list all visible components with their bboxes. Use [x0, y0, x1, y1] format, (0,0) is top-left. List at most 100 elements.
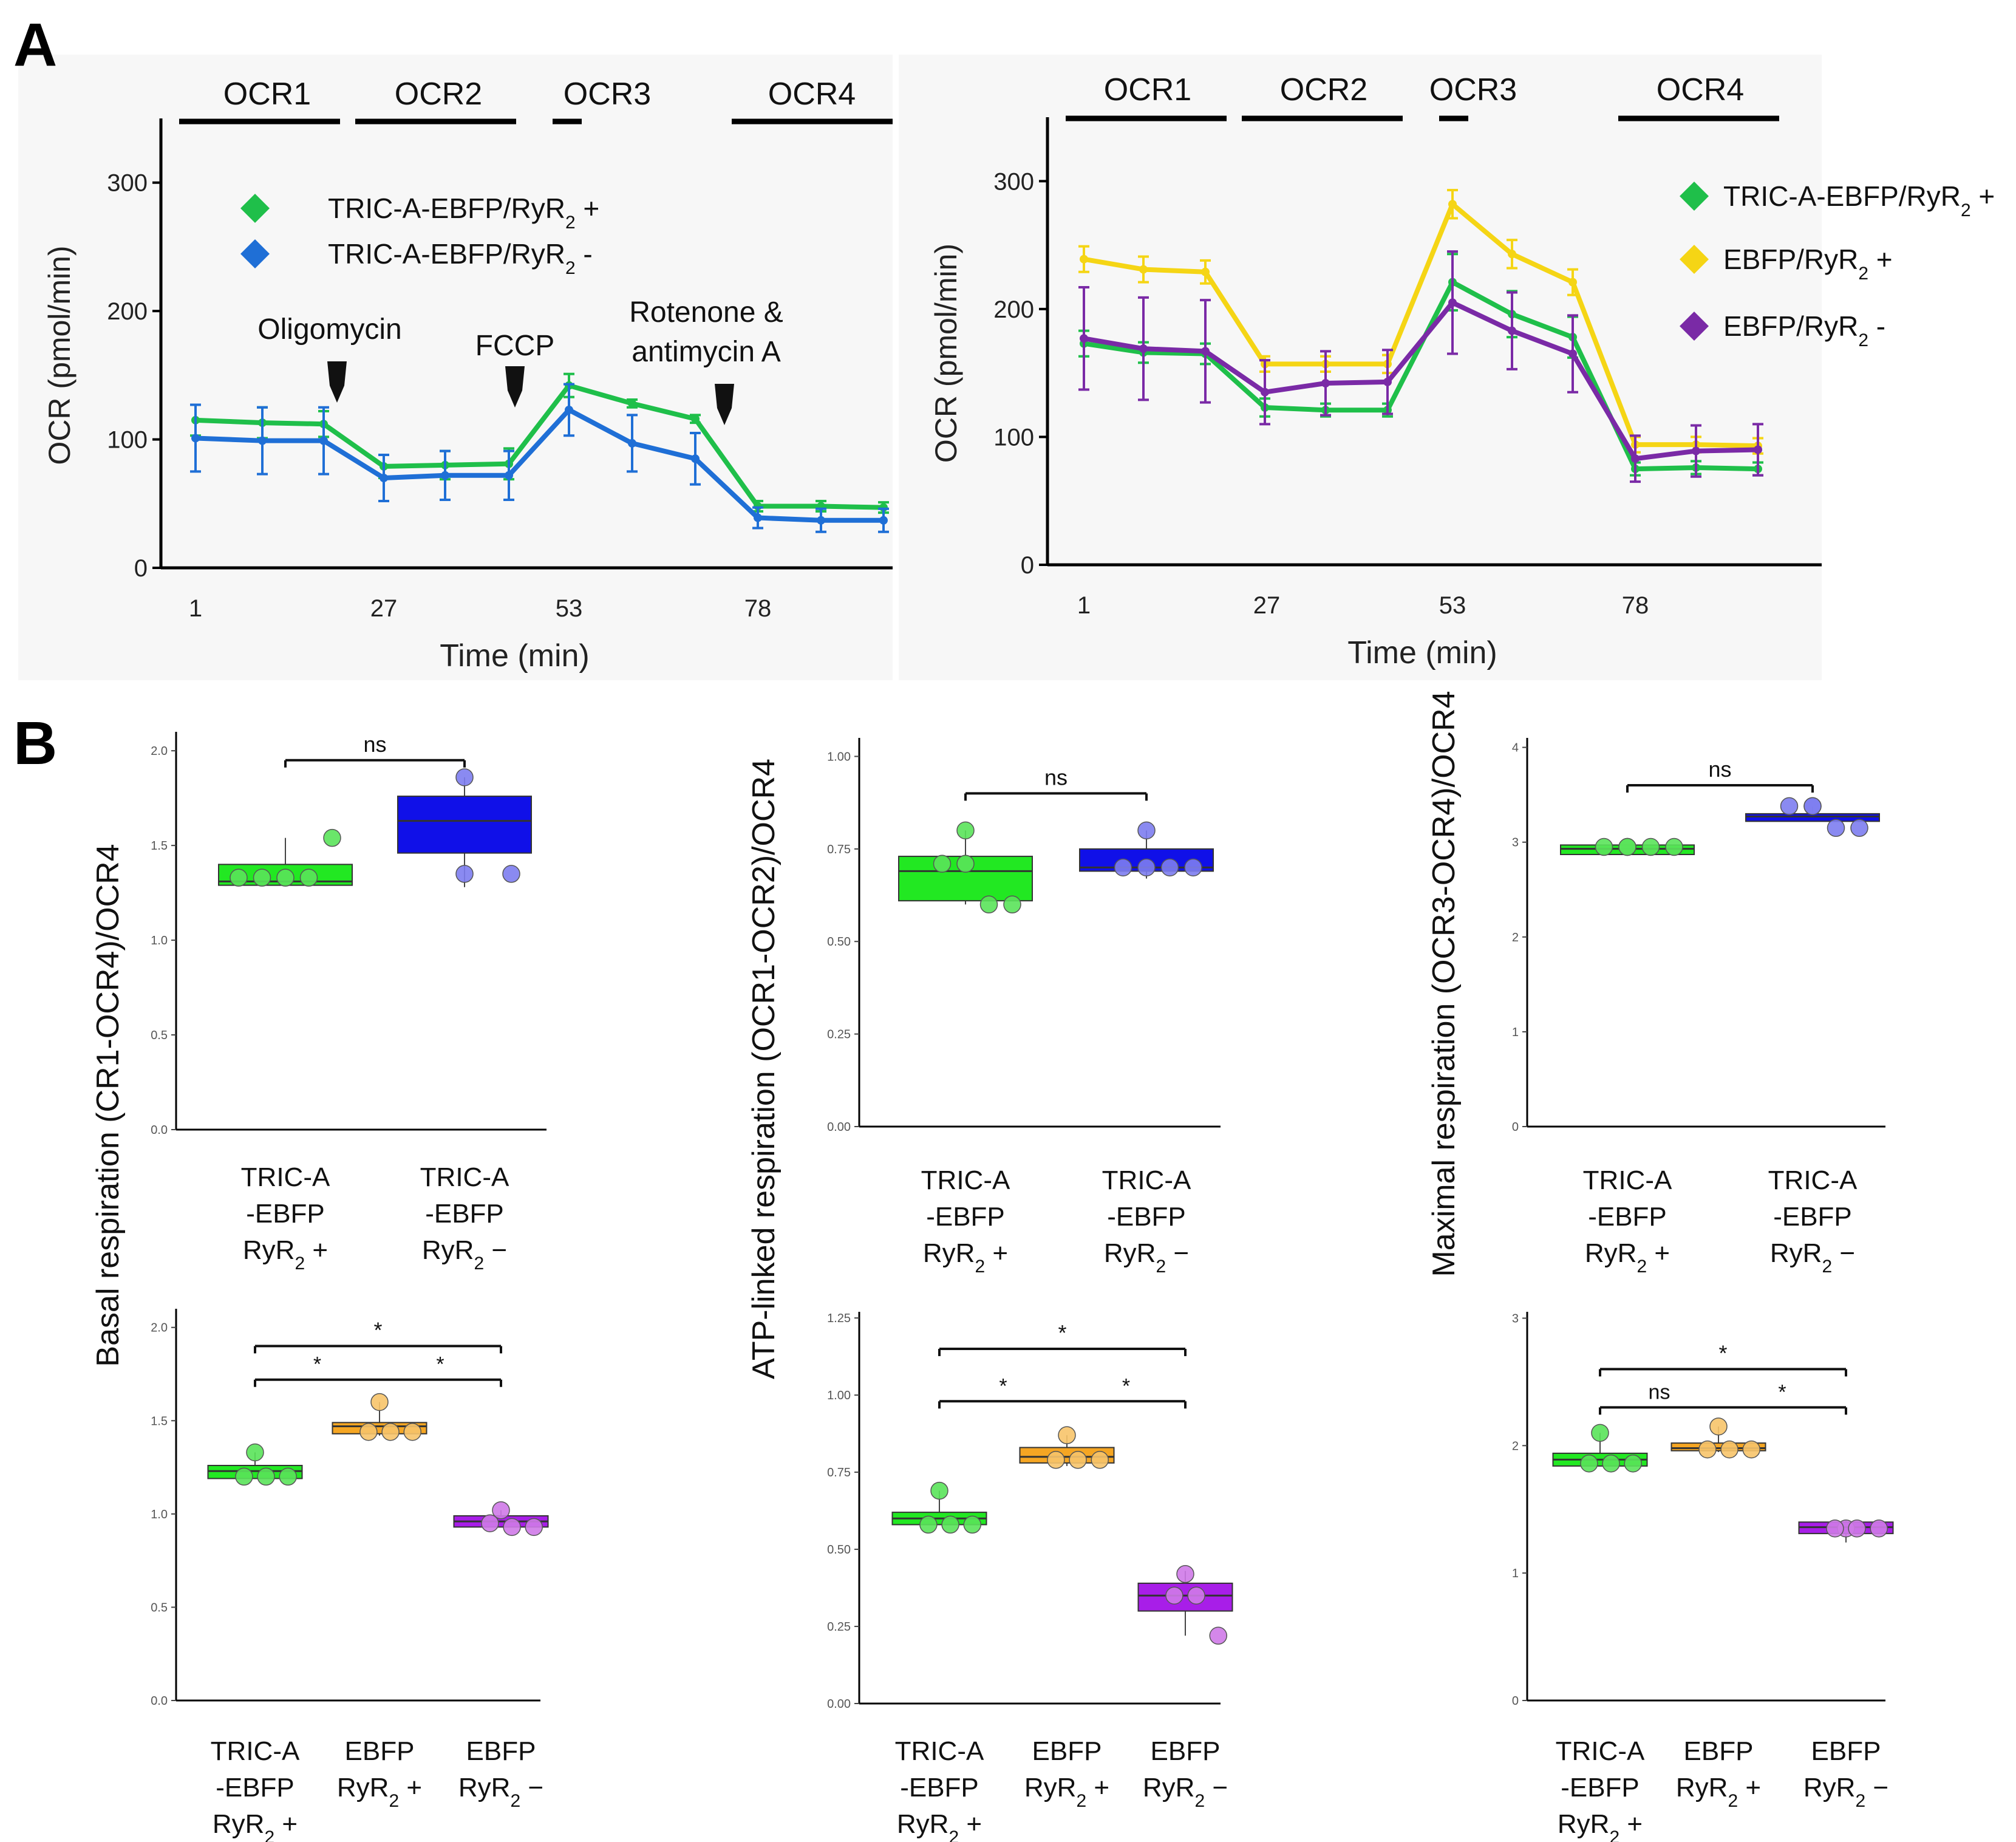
data-point — [1709, 1417, 1728, 1436]
data-point — [879, 516, 888, 525]
group-label-ryr: RyR — [897, 1809, 949, 1839]
data-point — [1754, 445, 1762, 454]
data-point — [691, 454, 700, 463]
x-tick-label: 27 — [1253, 592, 1281, 619]
group-label-line2: -EBFP — [1773, 1202, 1852, 1232]
group-label-ryr: RyR — [337, 1773, 389, 1803]
legend-swatch-diamond-icon — [240, 239, 270, 268]
group-label-ryr: RyR — [243, 1235, 295, 1265]
injection-label: antimycin A — [632, 336, 780, 368]
y-tick-label: 1.5 — [151, 1414, 168, 1428]
data-point — [1448, 200, 1457, 209]
data-point — [441, 471, 449, 480]
data-point — [1631, 454, 1640, 463]
group-label-line2: -EBFP — [216, 1773, 295, 1803]
y-tick-label: 2.0 — [151, 1322, 168, 1335]
group-label-line2: -EBFP — [1107, 1202, 1186, 1232]
data-point — [323, 828, 341, 847]
data-point — [1591, 1424, 1609, 1442]
data-point — [1641, 837, 1660, 856]
legend-subscript: 2 — [565, 213, 576, 233]
y-tick-label: 100 — [993, 424, 1034, 451]
group-label-sign: + — [399, 1773, 422, 1803]
data-point — [359, 1422, 378, 1441]
y-tick-label: 3 — [1512, 836, 1519, 850]
y-tick-label: 0.50 — [827, 935, 851, 949]
data-point — [279, 1467, 297, 1486]
group-label-ryr: RyR — [1104, 1238, 1156, 1268]
legend-sign: - — [1868, 310, 1885, 342]
phase-label: OCR2 — [1280, 72, 1367, 107]
y-axis-title: OCR (pmol/min) — [43, 245, 77, 465]
data-point — [1850, 819, 1868, 837]
data-point — [941, 1515, 959, 1534]
data-point — [235, 1467, 253, 1486]
phase-label: OCR1 — [223, 77, 311, 112]
data-point — [380, 474, 388, 482]
group-label-line1: EBFP — [1811, 1736, 1881, 1766]
data-point — [979, 895, 998, 914]
data-point — [1383, 377, 1392, 386]
group-label-sign: + — [305, 1235, 328, 1265]
group-label-subscript: 2 — [510, 1791, 520, 1811]
data-point — [246, 1443, 264, 1462]
data-point — [257, 1467, 275, 1486]
data-point — [1448, 298, 1457, 307]
y-tick-label: 1.5 — [151, 839, 168, 853]
injection-arrow-icon — [327, 361, 347, 403]
group-label-line2: -EBFP — [1561, 1773, 1640, 1803]
data-point — [1698, 1440, 1717, 1459]
y-axis-title: OCR (pmol/min) — [929, 244, 963, 463]
y-tick-label: 0.75 — [827, 843, 851, 856]
panel-a-left-background — [18, 55, 893, 680]
group-label-subscript: 2 — [264, 1827, 274, 1842]
phase-label: OCR4 — [768, 77, 856, 112]
group-label-ryr: RyR — [1676, 1773, 1728, 1803]
data-point — [963, 1515, 981, 1534]
group-label-subscript: 2 — [295, 1254, 305, 1274]
group-label-sign: + — [1738, 1773, 1761, 1803]
data-point — [230, 868, 248, 887]
significance-label: * — [313, 1353, 321, 1376]
group-label-ryr: RyR — [1024, 1773, 1077, 1803]
group-label-line3: RyR2 − — [458, 1773, 543, 1811]
group-label-line2: -EBFP — [900, 1773, 979, 1803]
data-point — [299, 868, 318, 887]
data-point — [253, 868, 271, 887]
y-tick-label: 0.5 — [151, 1601, 168, 1614]
group-label-sign: − — [1865, 1773, 1888, 1803]
panel-a-right-background — [899, 55, 1822, 680]
legend-label-text: EBFP/RyR — [1723, 244, 1858, 275]
legend-subscript: 2 — [1961, 200, 1971, 220]
series-line — [383, 384, 571, 469]
significance-label: * — [436, 1353, 444, 1376]
data-point — [1321, 378, 1330, 387]
data-point — [754, 513, 762, 522]
data-point — [1508, 250, 1516, 259]
y-tick-label: 2 — [1512, 1439, 1519, 1453]
data-point — [481, 1514, 499, 1532]
data-point — [1080, 254, 1088, 264]
legend-sign: + — [1971, 180, 1995, 212]
y-axis-title: Maximal respiration (OCR3-OCR4)/OCR4 — [1426, 691, 1462, 1277]
data-point — [930, 1481, 948, 1500]
group-label-subscript: 2 — [1822, 1257, 1832, 1277]
significance-label: ns — [1044, 765, 1068, 790]
series-line — [195, 417, 386, 469]
injection-arrow-icon — [715, 384, 734, 425]
y-tick-label: 0 — [134, 555, 148, 582]
panel-label-a: A — [13, 11, 57, 79]
y-tick-label: 0 — [1512, 1121, 1519, 1134]
group-label-line3: RyR2 + — [1024, 1773, 1109, 1811]
y-tick-label: 3 — [1512, 1312, 1519, 1325]
series-line — [568, 408, 760, 520]
series-line — [1451, 300, 1638, 460]
data-point — [628, 399, 636, 408]
y-axis-title: ATP-linked respiration (OCR1-OCR2)/OCR4 — [746, 759, 782, 1379]
x-tick-label: 53 — [1439, 592, 1466, 619]
y-tick-label: 200 — [107, 298, 148, 325]
data-point — [1209, 1626, 1227, 1645]
group-label-subscript: 2 — [1076, 1791, 1086, 1811]
